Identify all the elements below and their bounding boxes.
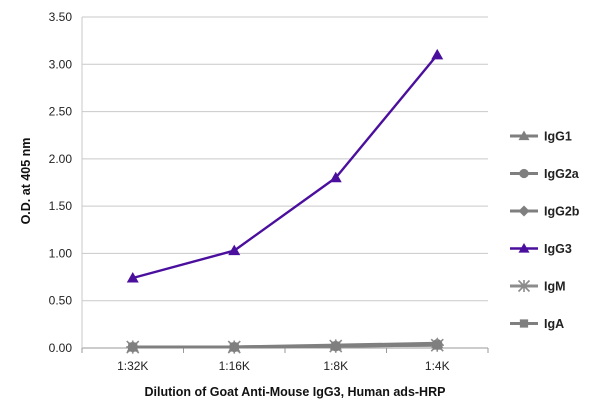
y-tick-label: 2.00 [49,152,73,166]
x-tick-label: 1:32K [117,359,148,373]
legend-label: IgG3 [544,242,572,256]
series-line [132,54,439,280]
legend-label: IgG1 [544,130,572,144]
legend-marker [518,205,530,217]
data-point [126,272,139,283]
legend-marker [518,130,530,141]
legend-item: IgA [510,317,564,331]
series-iga [128,340,442,352]
x-axis-title: Dilution of Goat Anti-Mouse IgG3, Human … [145,385,446,399]
series-group [126,48,444,354]
y-tick-label: 1.50 [49,199,73,213]
legend-label: IgG2b [544,205,580,219]
data-point [432,340,442,350]
y-tick-label: 2.50 [49,105,73,119]
legend-marker [518,243,530,253]
gridlines [82,16,488,302]
legend-item: IgG3 [510,242,572,256]
legend-marker [519,168,529,179]
data-point [228,244,241,256]
x-tick-label: 1:8K [323,359,348,373]
legend-label: IgM [544,280,566,294]
legend-label: IgG2a [544,167,580,181]
data-point [329,171,342,183]
data-point [229,342,239,352]
data-point [431,48,444,60]
y-tick-label: 0.00 [49,341,73,355]
legend-item: IgM [510,280,566,294]
legend: IgG1 IgG2a IgG2b IgG3 IgM IgA [510,130,580,331]
series-line [132,343,438,349]
x-tick-label: 1:4K [425,359,450,373]
legend-item: IgG2b [510,205,580,219]
data-point [331,341,341,351]
y-axis-title: O.D. at 405 nm [19,138,33,225]
legend-marker [519,319,529,328]
y-tick-label: 3.00 [49,57,73,71]
data-point [128,342,138,352]
y-tick-label: 0.50 [49,294,73,308]
axes: 0.00 0.50 1.00 1.50 2.00 2.50 3.00 3.50 1:32K 1:1… [49,10,489,373]
y-tick-label: 3.50 [49,10,73,24]
x-tick-label: 1:16K [219,359,250,373]
y-tick-label: 1.00 [49,246,73,260]
legend-item: IgG2a [510,167,580,181]
legend-marker [517,279,531,293]
legend-label: IgA [544,317,564,331]
legend-item: IgG1 [510,130,572,144]
series-igg3 [126,48,444,283]
